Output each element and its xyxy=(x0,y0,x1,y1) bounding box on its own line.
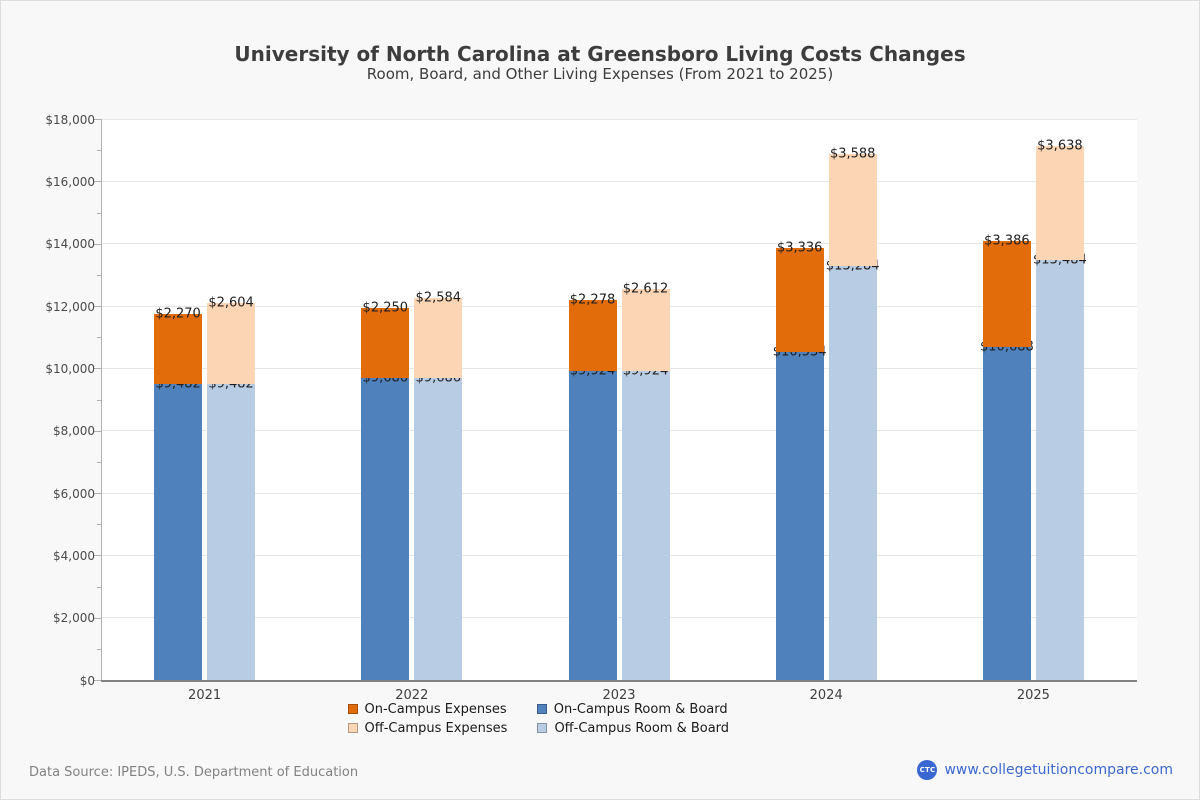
bar-on-campus-room-board-2025 xyxy=(982,346,1031,680)
y-axis-label: $6,000 xyxy=(53,486,95,501)
gridline xyxy=(101,118,1137,120)
legend-item-off-campus-room-board: Off-Campus Room & Board xyxy=(537,720,729,736)
y-axis-label: $16,000 xyxy=(45,174,95,189)
x-axis-label-2022: 2022 xyxy=(395,688,429,703)
x-axis-label-2024: 2024 xyxy=(809,688,843,703)
bar-on-campus-expenses-2021 xyxy=(154,313,203,385)
y-minor-tick xyxy=(97,461,101,463)
bar-off-campus-room-board-2021 xyxy=(207,384,256,680)
gridline xyxy=(101,180,1137,182)
y-axis xyxy=(101,119,102,680)
bar-on-campus-room-board-2024 xyxy=(775,351,824,680)
bar-off-campus-expenses-2022 xyxy=(414,297,463,379)
y-axis-label: $0 xyxy=(79,673,95,688)
y-axis-label: $4,000 xyxy=(53,548,95,563)
y-major-tick xyxy=(94,119,101,120)
legend-swatch-icon xyxy=(536,704,547,714)
bar-on-campus-expenses-2025 xyxy=(982,241,1031,347)
bar-off-campus-expenses-2021 xyxy=(207,303,256,385)
bar-value-on-campus-expenses-2025: $3,386 xyxy=(984,233,1030,249)
bar-value-on-campus-expenses-2024: $3,336 xyxy=(776,240,823,256)
bar-value-off-campus-expenses-2025: $3,638 xyxy=(1037,138,1083,154)
gridline xyxy=(101,492,1137,494)
gridline xyxy=(101,243,1137,245)
bar-off-campus-expenses-2025 xyxy=(1035,146,1084,260)
ctc-logo-icon: CTC xyxy=(917,760,938,780)
bar-on-campus-room-board-2021 xyxy=(154,384,203,680)
y-major-tick xyxy=(94,181,101,183)
y-major-tick xyxy=(94,306,101,307)
legend-label: Off-Campus Expenses xyxy=(364,720,508,736)
legend-swatch-icon xyxy=(347,723,358,733)
y-axis-label: $10,000 xyxy=(45,361,95,376)
y-major-tick xyxy=(94,555,101,557)
gridline xyxy=(101,554,1137,556)
legend-label: On-Campus Expenses xyxy=(364,701,507,717)
legend-item-off-campus-expenses: Off-Campus Expenses xyxy=(347,720,508,736)
y-major-tick xyxy=(94,680,101,681)
x-axis-label-2025: 2025 xyxy=(1016,688,1050,703)
data-source-note: Data Source: IPEDS, U.S. Department of E… xyxy=(29,765,359,780)
legend-item-on-campus-room-board: On-Campus Room & Board xyxy=(536,701,728,717)
y-minor-tick xyxy=(97,648,101,650)
plot-area xyxy=(101,119,1137,680)
y-minor-tick xyxy=(97,337,101,339)
y-axis-label: $2,000 xyxy=(53,611,95,626)
y-minor-tick xyxy=(97,212,101,214)
bar-value-off-campus-expenses-2023: $2,612 xyxy=(622,281,669,297)
legend-label: Off-Campus Room & Board xyxy=(554,720,730,736)
x-axis-label-2021: 2021 xyxy=(188,688,222,703)
bar-off-campus-expenses-2024 xyxy=(828,154,877,266)
bar-off-campus-room-board-2022 xyxy=(414,378,463,680)
legend-items: On-Campus Expenses On-Campus Room & Board… xyxy=(347,701,853,736)
bar-on-campus-room-board-2022 xyxy=(361,378,410,680)
bar-on-campus-expenses-2024 xyxy=(775,247,824,352)
bar-on-campus-expenses-2022 xyxy=(361,307,410,379)
bar-off-campus-room-board-2025 xyxy=(1035,259,1084,680)
site-url-label: www.collegetuitioncompare.com xyxy=(944,762,1173,778)
gridline xyxy=(101,367,1137,369)
gridline xyxy=(101,617,1137,619)
legend: On-Campus Expenses On-Campus Room & Board… xyxy=(1,701,1199,736)
y-axis-label: $8,000 xyxy=(53,424,95,439)
x-axis xyxy=(101,680,1137,682)
bar-value-off-campus-expenses-2024: $3,588 xyxy=(829,146,876,162)
legend-swatch-icon xyxy=(537,723,548,733)
bar-off-campus-room-board-2024 xyxy=(828,265,877,680)
gridline xyxy=(101,305,1137,307)
bar-value-off-campus-expenses-2021: $2,604 xyxy=(208,295,254,311)
y-major-tick xyxy=(94,617,101,619)
bar-value-on-campus-expenses-2022: $2,250 xyxy=(362,300,409,316)
gridline xyxy=(101,430,1137,432)
bar-on-campus-expenses-2023 xyxy=(568,299,617,371)
legend-swatch-icon xyxy=(347,704,358,714)
y-minor-tick xyxy=(97,399,101,401)
y-axis-label: $12,000 xyxy=(45,299,95,314)
legend-item-on-campus-expenses: On-Campus Expenses xyxy=(347,701,507,717)
bar-value-on-campus-expenses-2021: $2,270 xyxy=(155,306,201,322)
y-axis-label: $18,000 xyxy=(45,112,95,127)
y-major-tick xyxy=(94,493,101,494)
y-minor-tick xyxy=(97,586,101,588)
y-major-tick xyxy=(94,243,101,245)
y-axis-label: $14,000 xyxy=(45,237,95,252)
chart-subtitle: Room, Board, and Other Living Expenses (… xyxy=(366,65,834,83)
bar-on-campus-room-board-2023 xyxy=(568,370,617,680)
y-major-tick xyxy=(94,368,101,370)
site-link[interactable]: CTC www.collegetuitioncompare.com xyxy=(917,760,1173,780)
bar-off-campus-expenses-2023 xyxy=(621,289,670,371)
y-major-tick xyxy=(94,430,101,432)
y-minor-tick xyxy=(97,274,101,276)
bar-value-on-campus-expenses-2023: $2,278 xyxy=(569,292,616,308)
legend-label: On-Campus Room & Board xyxy=(553,701,728,717)
y-minor-tick xyxy=(97,150,101,152)
x-axis-label-2023: 2023 xyxy=(602,688,636,703)
bar-off-campus-room-board-2023 xyxy=(621,370,670,680)
chart-title: University of North Carolina at Greensbo… xyxy=(234,42,966,66)
bar-value-off-campus-expenses-2022: $2,584 xyxy=(415,290,462,306)
y-minor-tick xyxy=(97,524,101,526)
